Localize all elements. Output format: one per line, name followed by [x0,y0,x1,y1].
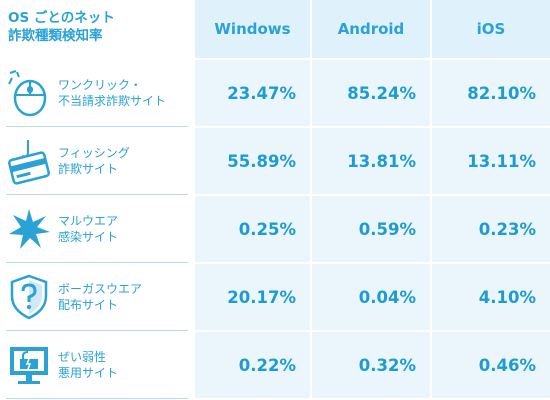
value-cell: 0.25% [195,196,310,262]
value-cell: 55.89% [195,128,310,194]
row-label-line2: 配布サイト [58,298,119,312]
row-label-line2: 感染サイト [58,230,119,244]
row-label-bogusware: ボーガスウエア 配布サイト [0,264,193,330]
row-divider [6,330,188,331]
broken-lock-monitor-icon [10,347,48,384]
row-label-line1: ワンクリック・ [58,78,142,92]
value-cell: 4.10% [432,264,550,330]
row-label-line2: 不当請求詐欺サイト [58,94,167,108]
row-label-line1: フィッシング [58,146,130,160]
row-label-phishing: フィッシング 詐欺サイト [0,128,193,194]
value-cell: 85.24% [312,60,430,126]
table-title-line2: 詐欺種類検知率 [8,28,103,44]
value-cell: 13.81% [312,128,430,194]
row-divider [6,262,188,263]
row-label-one-click: ワンクリック・ 不当請求詐欺サイト [0,60,193,126]
value-cell: 23.47% [195,60,310,126]
row-divider [6,194,188,195]
row-label-line1: ぜい弱性 [58,350,107,364]
value-cell: 82.10% [432,60,550,126]
value-cell: 13.11% [432,128,550,194]
row-label-line1: ボーガスウエア [58,282,143,296]
value-cell: 20.17% [195,264,310,330]
row-label-vulnerability: ぜい弱性 悪用サイト [0,332,193,398]
malware-splat-icon [9,209,50,249]
value-cell: 0.32% [312,332,430,398]
row-label-malware: マルウエア 感染サイト [0,196,193,262]
table-title: OS ごとのネット 詐欺種類検知率 [0,0,193,58]
column-header-ios: iOS [432,0,550,58]
row-divider [6,398,188,399]
fishing-hook-card-icon [8,140,50,185]
mouse-click-icon [8,70,47,117]
row-label-line2: 悪用サイト [58,366,119,380]
row-label-line1: マルウエア [58,214,119,228]
table-title-line1: OS ごとのネット [8,10,115,26]
column-header-android: Android [312,0,430,58]
column-header-windows: Windows [195,0,310,58]
value-cell: 0.46% [432,332,550,398]
value-cell: 0.04% [312,264,430,330]
row-divider [6,126,188,127]
value-cell: 0.59% [312,196,430,262]
value-cell: 0.23% [432,196,550,262]
question-shield-icon [10,274,48,320]
value-cell: 0.22% [195,332,310,398]
row-label-line2: 詐欺サイト [58,162,119,176]
